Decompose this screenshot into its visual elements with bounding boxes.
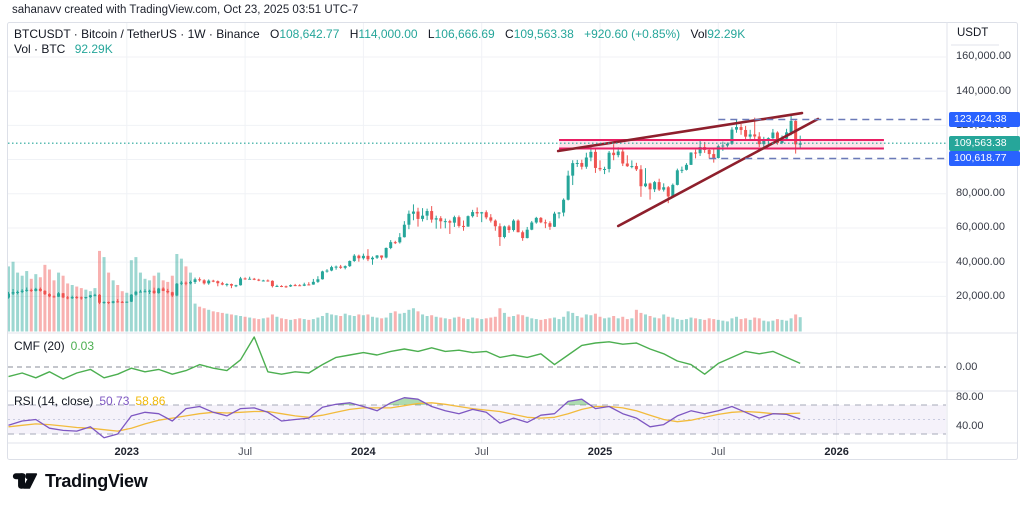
rsi-value: 50.73: [99, 394, 130, 408]
price-tick-label: 160,000.00: [956, 50, 1012, 63]
volume-row-value: 92.29K: [74, 42, 113, 56]
time-tick-label: 2024: [351, 446, 376, 458]
ohlc-low-value: 106,666.69: [434, 27, 495, 41]
change-value: +920.60 (+0.85%): [584, 27, 681, 41]
cmf-label: CMF (20): [14, 339, 65, 353]
price-badge: 109,563.38: [949, 135, 1020, 151]
price-axis-currency: USDT: [957, 27, 989, 39]
rsi-tick-label: 40.00: [956, 420, 984, 433]
rsi-label: RSI (14, close): [14, 394, 94, 408]
time-tick-label: 2025: [587, 446, 613, 458]
tradingview-logo-text: TradingView: [45, 470, 148, 491]
rsi-legend[interactable]: RSI (14, close) 50.73 58.86: [14, 394, 165, 408]
ohlc-open-value: 108,642.77: [279, 27, 340, 41]
time-tick-label: 2023: [114, 446, 140, 458]
cmf-tick-label: 0.00: [956, 360, 978, 373]
tradingview-logo-icon: [12, 473, 38, 489]
rsi-tick-label: 80.00: [956, 391, 984, 404]
ohlc-high-label: H: [349, 27, 359, 41]
cmf-legend[interactable]: CMF (20) 0.03: [14, 339, 94, 353]
ohlc-open-label: O: [269, 27, 280, 41]
volume-row-label: Vol · BTC: [14, 42, 66, 56]
price-badge: 123,424.38: [949, 111, 1020, 127]
volume-label: Vol: [690, 27, 708, 41]
cmf-value: 0.03: [70, 339, 95, 353]
rsi-ma-value: 58.86: [135, 394, 166, 408]
tradingview-logo[interactable]: TradingView: [12, 468, 148, 494]
price-tick-label: 40,000.00: [956, 255, 1005, 268]
time-tick-label: 2026: [824, 446, 849, 458]
time-tick-label: Jul: [711, 446, 726, 458]
price-badge: 100,618.77: [949, 150, 1020, 166]
ohlc-close-label: C: [505, 27, 514, 41]
volume-legend[interactable]: Vol · BTC 92.29K: [14, 42, 113, 56]
time-tick-label: Jul: [474, 446, 489, 458]
ohlc-low-label: L: [427, 27, 435, 41]
price-tick-label: 60,000.00: [956, 221, 1005, 234]
symbol-legend[interactable]: BTCUSDT · Bitcoin / TetherUS · 1W · Bina…: [14, 27, 745, 41]
watermark-attribution: sahanavv created with TradingView.com, O…: [12, 4, 359, 16]
price-tick-label: 80,000.00: [956, 187, 1005, 200]
volume-value: 92.29K: [707, 27, 746, 41]
price-tick-label: 20,000.00: [956, 289, 1005, 302]
time-tick-label: Jul: [238, 446, 253, 458]
symbol-title: BTCUSDT · Bitcoin / TetherUS · 1W · Bina…: [14, 27, 260, 41]
price-tick-label: 140,000.00: [956, 84, 1012, 97]
ohlc-close-value: 109,563.38: [513, 27, 574, 41]
ohlc-high-value: 114,000.00: [358, 27, 418, 41]
